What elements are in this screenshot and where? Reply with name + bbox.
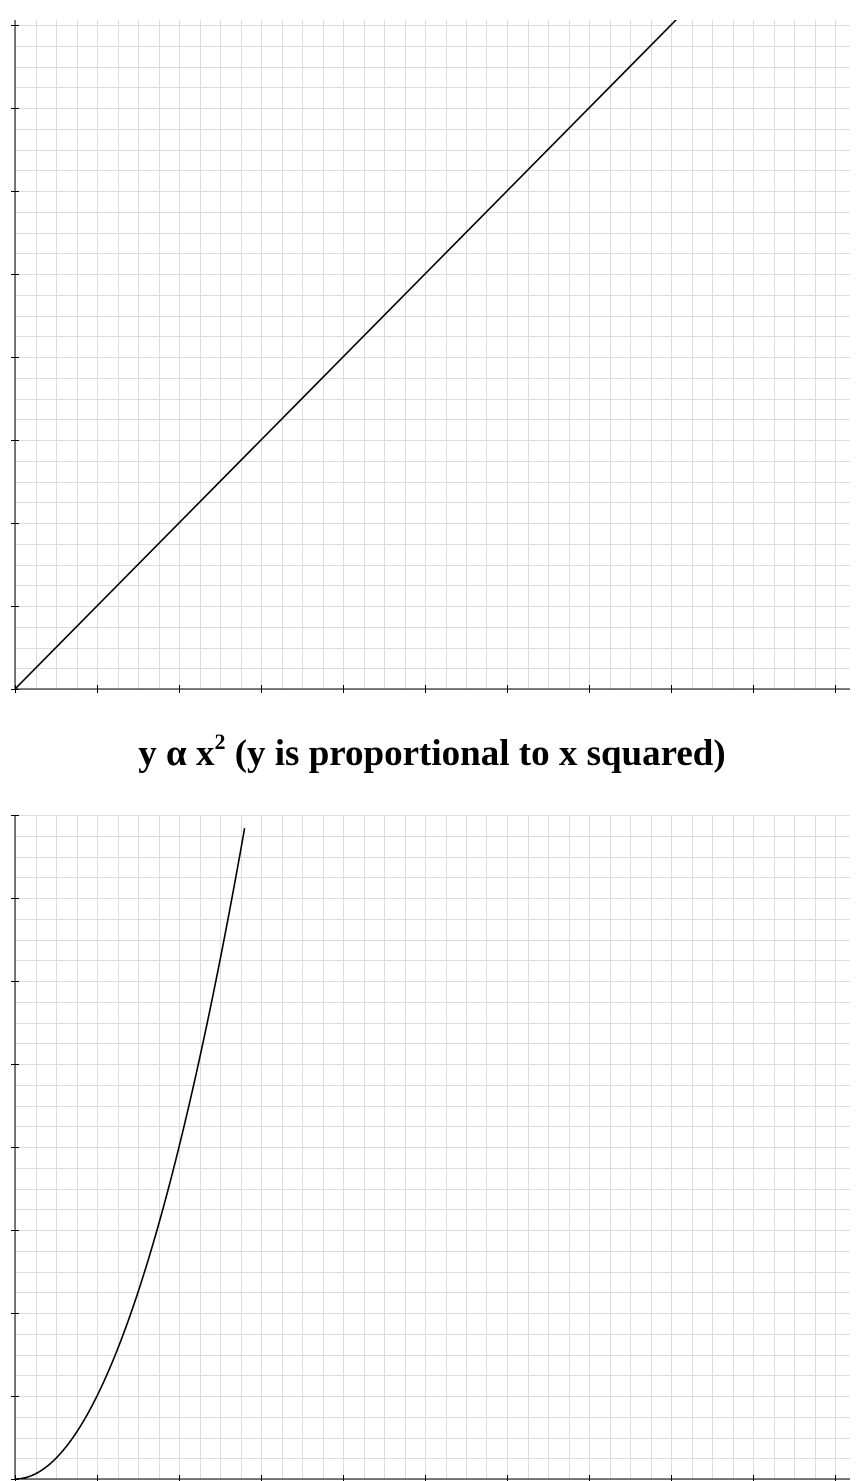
- axes: [11, 814, 850, 1481]
- axes: [11, 20, 850, 693]
- chart-title: y α x2 (y is proportional to x squared): [0, 729, 864, 776]
- chart-quadratic: [11, 814, 850, 1481]
- series-line-0: [15, 20, 678, 689]
- grid: [15, 20, 850, 690]
- chart-title-exponent: 2: [214, 729, 226, 754]
- chart-linear: [11, 20, 850, 693]
- chart-title-suffix: (y is proportional to x squared): [225, 733, 726, 774]
- series-line-0: [15, 828, 246, 1479]
- chart-title-prefix: y α x: [138, 733, 215, 774]
- grid: [15, 815, 850, 1480]
